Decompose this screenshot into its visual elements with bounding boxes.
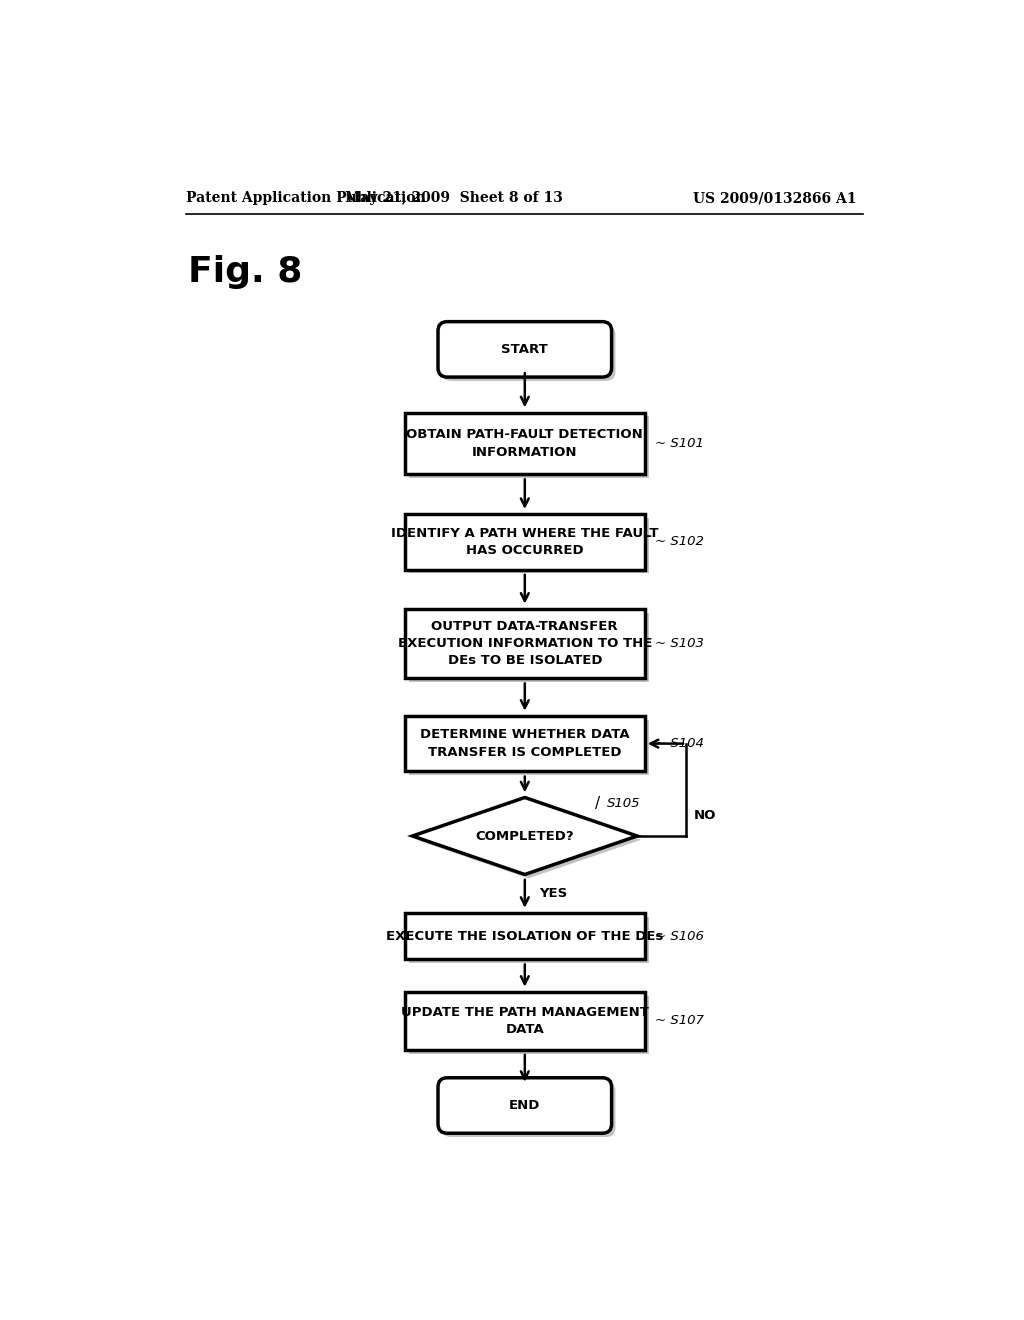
Bar [409,995,649,1053]
Bar [409,612,649,682]
Bar [404,412,645,474]
Text: END: END [509,1100,541,1111]
FancyBboxPatch shape [438,1077,611,1133]
Bar [404,913,645,960]
Text: IDENTIFY A PATH WHERE THE FAULT
HAS OCCURRED: IDENTIFY A PATH WHERE THE FAULT HAS OCCU… [391,527,658,557]
Text: ~ S101: ~ S101 [655,437,703,450]
Text: DETERMINE WHETHER DATA
TRANSFER IS COMPLETED: DETERMINE WHETHER DATA TRANSFER IS COMPL… [420,729,630,759]
Bar [404,515,645,570]
Text: US 2009/0132866 A1: US 2009/0132866 A1 [693,191,856,206]
Text: ~ S107: ~ S107 [655,1014,703,1027]
Text: ~ S104: ~ S104 [655,737,703,750]
Bar [409,719,649,775]
Text: /: / [595,796,600,812]
Text: UPDATE THE PATH MANAGEMENT
DATA: UPDATE THE PATH MANAGEMENT DATA [400,1006,649,1036]
Text: Fig. 8: Fig. 8 [188,255,303,289]
FancyBboxPatch shape [442,1081,615,1137]
Text: ~ S103: ~ S103 [655,638,703,649]
Text: ~ S102: ~ S102 [655,536,703,548]
Text: NO: NO [693,809,716,822]
Bar [409,517,649,573]
FancyBboxPatch shape [442,326,615,381]
Text: YES: YES [539,887,567,900]
Bar [409,416,649,478]
FancyBboxPatch shape [438,322,611,378]
Bar [404,715,645,771]
Bar [409,917,649,964]
Polygon shape [417,801,641,878]
Polygon shape [413,797,637,874]
Text: START: START [502,343,548,356]
Bar [404,609,645,678]
Text: S105: S105 [607,797,640,810]
Text: May 21, 2009  Sheet 8 of 13: May 21, 2009 Sheet 8 of 13 [344,191,562,206]
Text: OUTPUT DATA-TRANSFER
EXECUTION INFORMATION TO THE
DEs TO BE ISOLATED: OUTPUT DATA-TRANSFER EXECUTION INFORMATI… [397,619,652,668]
Text: OBTAIN PATH-FAULT DETECTION
INFORMATION: OBTAIN PATH-FAULT DETECTION INFORMATION [407,428,643,458]
Text: Patent Application Publication: Patent Application Publication [186,191,426,206]
Text: EXECUTE THE ISOLATION OF THE DEs: EXECUTE THE ISOLATION OF THE DEs [386,929,664,942]
Bar [404,991,645,1049]
Text: ~ S106: ~ S106 [655,929,703,942]
Text: COMPLETED?: COMPLETED? [475,829,574,842]
